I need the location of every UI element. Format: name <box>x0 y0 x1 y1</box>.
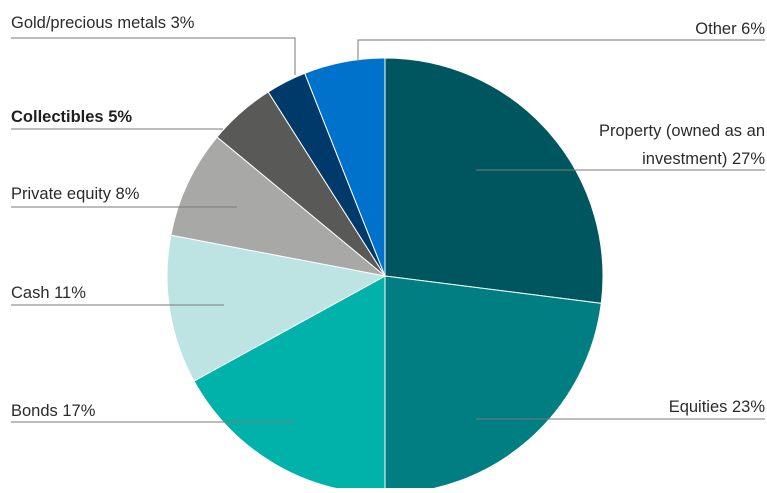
pie-slice-private-equity <box>170 136 386 277</box>
leader-line-other <box>357 39 765 62</box>
slice-label-property-line-1: Property (owned as an <box>599 122 765 140</box>
slice-label-equities: Equities 23% <box>669 398 766 416</box>
labels-layer: Property (owned as an investment) 27% Equi… <box>11 14 765 420</box>
slice-label-property-line-2: investment) 27% <box>642 150 765 168</box>
slice-label-collectibles: Collectibles 5% <box>11 108 132 126</box>
pie-slice-property <box>384 57 604 304</box>
leaders-layer <box>11 37 765 423</box>
leader-line-gold <box>11 37 296 75</box>
pie-slice-equities <box>384 275 602 493</box>
pie-slice-cash <box>166 234 387 382</box>
slice-label-private-equity: Private equity 8% <box>11 185 140 203</box>
slice-label-other: Other 6% <box>695 20 765 38</box>
slice-label-bonds: Bonds 17% <box>11 402 96 420</box>
slice-label-gold: Gold/precious metals 3% <box>11 14 195 32</box>
pie-slice-other <box>304 57 386 277</box>
slices-layer <box>166 57 604 493</box>
slice-label-cash: Cash 11% <box>11 284 86 302</box>
